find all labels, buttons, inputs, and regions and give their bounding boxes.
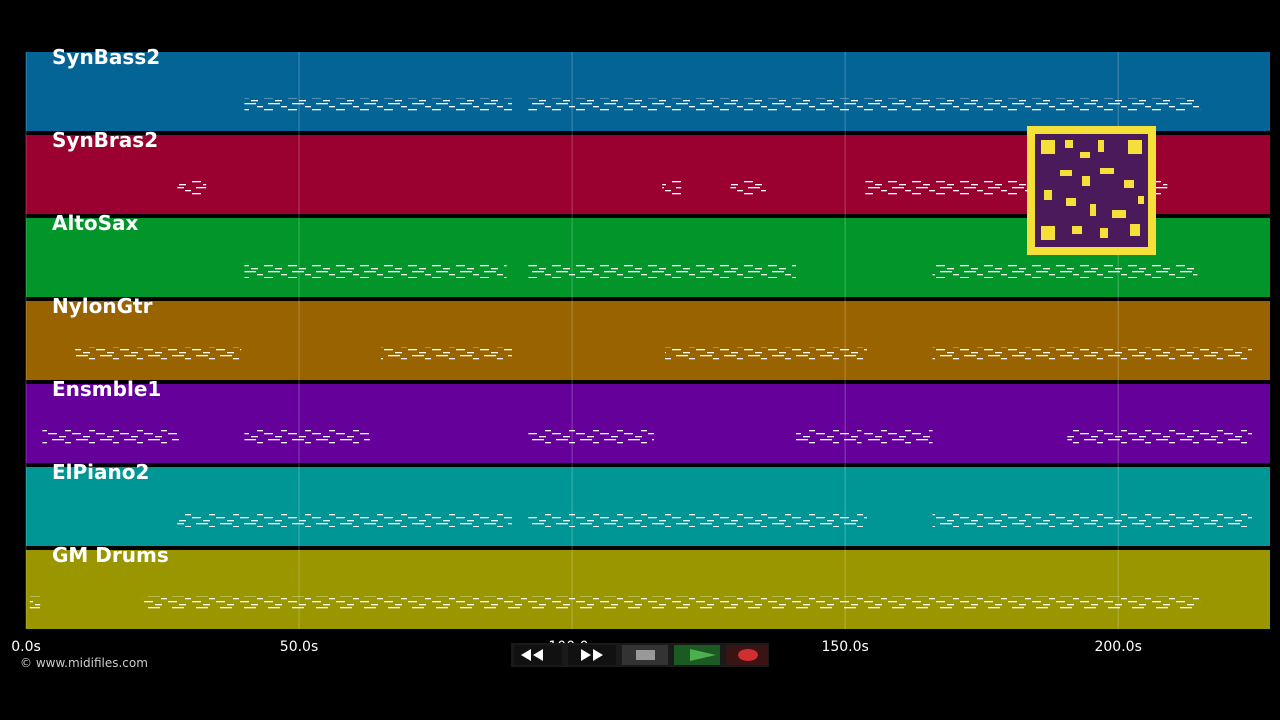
- track-lane: [26, 550, 1270, 629]
- stop-button[interactable]: [622, 645, 668, 665]
- record-button[interactable]: [726, 645, 768, 665]
- note-cluster: [795, 430, 862, 444]
- track-lane: [26, 52, 1270, 131]
- forward-button[interactable]: [568, 645, 616, 665]
- x-tick-label: 0.0s: [11, 639, 41, 655]
- note-cluster: [29, 596, 41, 610]
- note-cluster: [177, 181, 207, 195]
- track-name: SynBras2: [52, 128, 158, 152]
- note-cluster: [380, 347, 513, 361]
- note-cluster: [528, 513, 867, 527]
- note-cluster: [244, 98, 513, 112]
- note-cluster: [864, 430, 933, 444]
- note-cluster: [177, 513, 513, 527]
- x-tick-label: 50.0s: [280, 639, 318, 655]
- track-name: ElPiano2: [52, 460, 149, 484]
- track-name: SynBass2: [52, 45, 160, 69]
- rewind-button[interactable]: [514, 645, 562, 665]
- play-button[interactable]: [674, 645, 720, 665]
- x-tick-label: 200.0s: [1094, 639, 1141, 655]
- note-cluster: [730, 181, 766, 195]
- track-lane: [26, 384, 1270, 463]
- transport-controls: [511, 643, 769, 667]
- track-name: AltoSax: [52, 211, 139, 235]
- track-name: NylonGtr: [52, 294, 153, 318]
- note-cluster: [1067, 430, 1252, 444]
- note-cluster: [244, 264, 507, 278]
- track-name: GM Drums: [52, 543, 169, 567]
- note-cluster: [244, 430, 371, 444]
- note-cluster: [662, 181, 682, 195]
- track-lane: [26, 467, 1270, 546]
- note-cluster: [932, 513, 1252, 527]
- note-cluster: [528, 98, 1201, 112]
- note-cluster: [932, 264, 1198, 278]
- track-lane: [26, 301, 1270, 380]
- note-cluster: [142, 596, 1201, 610]
- track-name: Ensmble1: [52, 377, 161, 401]
- note-cluster: [528, 430, 655, 444]
- note-cluster: [664, 347, 867, 361]
- note-cluster: [528, 264, 796, 278]
- note-cluster: [75, 347, 242, 361]
- copyright: © www.midifiles.com: [20, 656, 148, 670]
- qr-code: [1027, 126, 1156, 255]
- x-tick-label: 150.0s: [821, 639, 868, 655]
- note-cluster: [932, 347, 1252, 361]
- note-cluster: [42, 430, 179, 444]
